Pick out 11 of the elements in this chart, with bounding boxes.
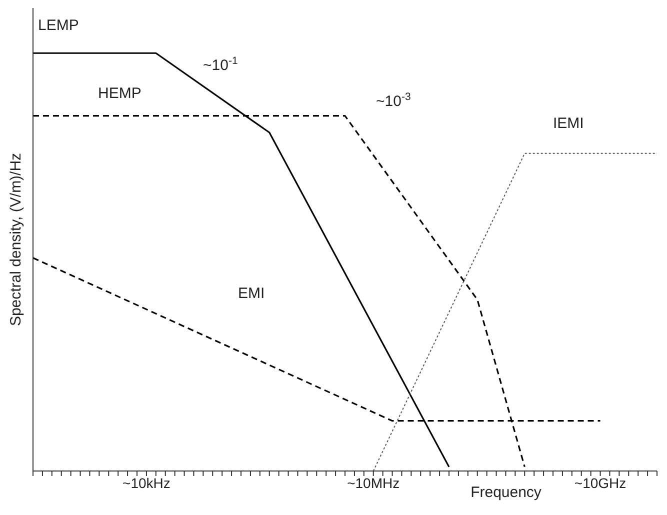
annotation: ~10$^{-3}$ [376, 91, 411, 110]
series-label: HEMP [98, 85, 142, 102]
x-tick-label: ~10GHz [574, 474, 626, 491]
x-axis-title: Frequency [470, 484, 542, 501]
x-tick-label: ~10MHz [347, 474, 400, 491]
y-axis-title: Spectral density, (V/m)/Hz [7, 152, 24, 326]
series-label: IEMI [553, 115, 584, 132]
annotation: ~10$^{-1}$ [203, 55, 238, 74]
series-label: LEMP [38, 17, 79, 34]
text: EMI [238, 285, 265, 302]
x-tick-label: ~10kHz [122, 474, 170, 491]
